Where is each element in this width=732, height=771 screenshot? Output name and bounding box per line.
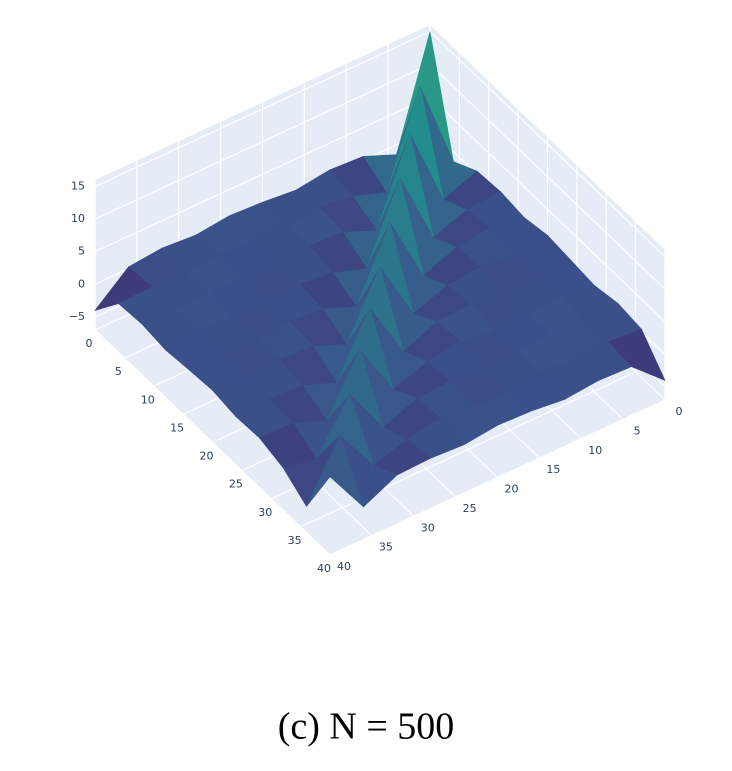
- y-tick-label: 20: [505, 483, 519, 496]
- z-tick-label: 0: [78, 277, 85, 290]
- z-tick-label: −5: [69, 310, 85, 323]
- grid-line: [94, 96, 431, 253]
- x-tick-label: 35: [288, 534, 302, 547]
- x-tick-label: 30: [258, 506, 272, 519]
- x-tick-label: 15: [170, 421, 184, 434]
- grid-line: [94, 329, 331, 556]
- grid-line: [429, 63, 666, 290]
- y-tick-label: 0: [676, 405, 683, 418]
- grid-line: [94, 30, 431, 188]
- z-tick-label: 5: [78, 245, 85, 258]
- x-tick-label: 5: [115, 365, 122, 378]
- y-tick-label: 35: [379, 541, 393, 554]
- x-tick-label: 40: [317, 562, 331, 575]
- y-tick-label: 25: [463, 502, 477, 515]
- x-tick-label: 10: [141, 393, 155, 406]
- caption: (c) N = 500: [278, 706, 455, 748]
- y-tick-label: 15: [546, 463, 560, 476]
- y-tick-label: 5: [634, 424, 641, 437]
- z-tick-label: 10: [71, 212, 85, 225]
- x-tick-label: 20: [200, 450, 214, 463]
- grid-line: [94, 63, 431, 220]
- grid-line: [429, 31, 666, 257]
- x-tick-label: 0: [86, 337, 93, 350]
- z-tick-label: 15: [71, 180, 85, 193]
- y-tick-label: 30: [421, 521, 435, 534]
- y-tick-label: 40: [337, 560, 351, 573]
- surface-cell: [306, 434, 365, 508]
- y-tick-label: 10: [588, 444, 602, 457]
- grid-line: [429, 96, 666, 323]
- x-tick-label: 25: [229, 478, 243, 491]
